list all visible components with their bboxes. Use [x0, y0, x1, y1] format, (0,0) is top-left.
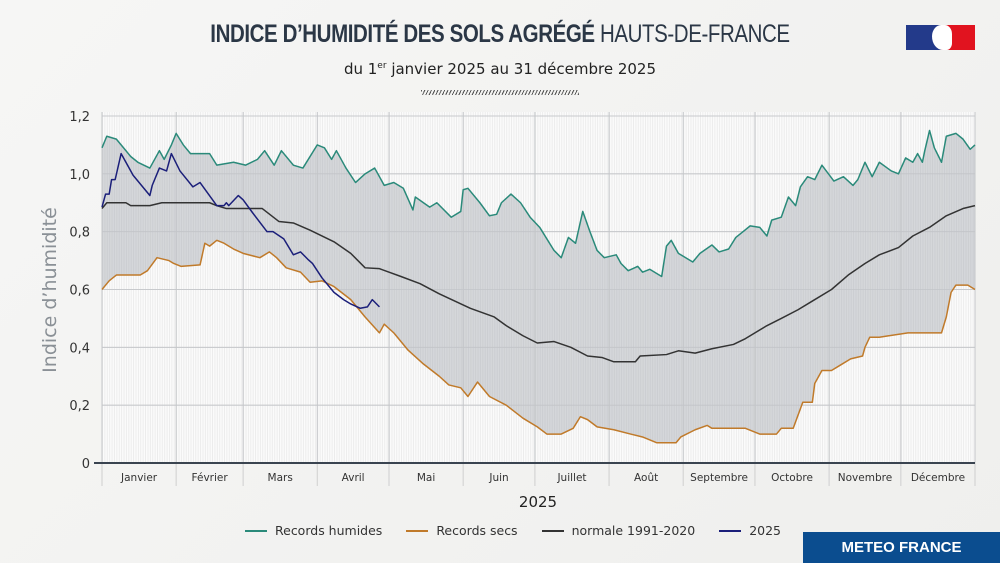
y-axis-title: Indice d’humidité: [39, 207, 61, 373]
x-tick-label: Septembre: [690, 472, 748, 484]
marianne-logo: [906, 25, 975, 50]
y-tick-label: 0: [82, 457, 90, 472]
meteo-france-badge: METEO FRANCE: [803, 532, 1000, 563]
y-tick-label: 0,6: [69, 284, 90, 299]
legend: Records humides Records secs normale 199…: [245, 523, 781, 538]
chart-title: INDICE D’HUMIDITÉ DES SOLS AGRÉGÉ HAUTS-…: [90, 20, 910, 49]
legend-item-2025: 2025: [719, 523, 781, 538]
series-line-2: [101, 202, 976, 363]
title-region: HAUTS-DE-FRANCE: [599, 20, 790, 48]
x-tick-label: Février: [192, 472, 229, 484]
decorative-hatch: [421, 90, 579, 95]
legend-swatch: [245, 529, 267, 532]
x-tick-label: Janvier: [120, 472, 158, 484]
subtitle-pre: du 1: [343, 60, 378, 78]
x-axis-title: 2025: [519, 493, 557, 511]
y-tick-label: 1,2: [69, 110, 90, 125]
record-band: [102, 130, 975, 443]
y-tick-label: 0,8: [69, 226, 90, 241]
series-line-3: [101, 152, 380, 310]
legend-label: Records humides: [275, 523, 383, 538]
legend-swatch: [406, 529, 429, 532]
legend-swatch: [719, 529, 742, 532]
subtitle-post: janvier 2025 au 31 décembre 2025: [386, 60, 657, 78]
subtitle-sup: er: [377, 61, 387, 71]
legend-label: Records secs: [436, 523, 518, 538]
x-tick-label: Août: [634, 472, 658, 484]
series-line-0: [101, 129, 976, 278]
x-tick-label: Juillet: [556, 472, 586, 484]
x-tick-label: Octobre: [771, 472, 813, 484]
legend-swatch: [541, 529, 564, 532]
legend-item-wet: Records humides: [245, 523, 382, 538]
y-tick-label: 0,4: [69, 341, 90, 356]
x-tick-label: Mai: [417, 472, 435, 484]
legend-item-normal: normale 1991-2020: [541, 523, 696, 538]
title-bold: INDICE D’HUMIDITÉ DES SOLS AGRÉGÉ: [210, 20, 595, 48]
chart-subtitle: du 1er janvier 2025 au 31 décembre 2025: [0, 60, 1000, 78]
legend-label: normale 1991-2020: [571, 523, 696, 538]
x-tick-label: Novembre: [838, 472, 892, 484]
legend-item-dry: Records secs: [406, 523, 518, 538]
x-tick-label: Décembre: [911, 472, 965, 484]
legend-label: 2025: [749, 523, 781, 538]
y-tick-label: 0,2: [69, 399, 90, 414]
x-tick-label: Avril: [342, 472, 365, 484]
series-line-1: [101, 239, 976, 444]
y-tick-label: 1,0: [69, 168, 90, 183]
x-tick-label: Mars: [268, 472, 293, 484]
x-tick-label: Juin: [488, 472, 508, 484]
